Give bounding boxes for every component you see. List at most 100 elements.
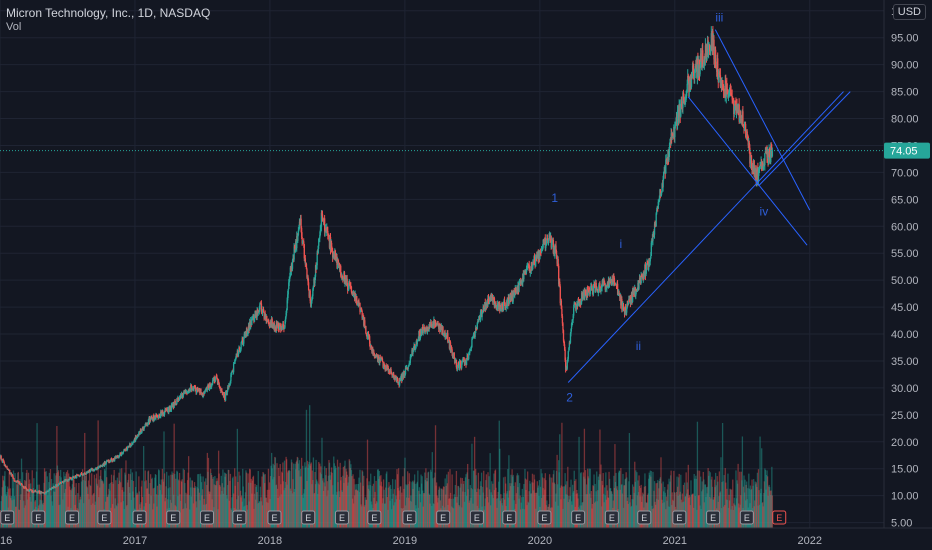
volume-bar <box>584 470 587 528</box>
volume-bar <box>770 490 772 528</box>
volume-bar <box>264 474 266 528</box>
y-tick-label: 5.00 <box>891 518 912 530</box>
y-tick-label: 50.00 <box>891 275 919 287</box>
candle-body <box>36 491 38 493</box>
last-price-tag <box>884 142 930 159</box>
volume-bar <box>104 470 106 528</box>
volume-bar <box>234 485 236 528</box>
candle-body <box>304 258 307 265</box>
volume-bar <box>653 481 656 528</box>
candle-body <box>437 323 439 326</box>
volume-bar <box>526 505 528 528</box>
volume-bar <box>686 482 688 528</box>
candle-body <box>136 437 138 440</box>
earnings-marker-label: E <box>641 513 647 523</box>
y-tick-label: 55.00 <box>891 248 919 260</box>
volume-bar <box>733 497 736 528</box>
volume-bar <box>435 485 437 528</box>
candle-body <box>767 162 770 165</box>
volume-bar <box>178 480 180 528</box>
volume-bar <box>734 504 736 528</box>
volume-bar <box>416 483 418 528</box>
volume-bar <box>276 488 279 528</box>
volume-bar <box>397 488 399 528</box>
candle-body <box>79 474 82 476</box>
volume-bar <box>261 476 263 528</box>
volume-bar <box>604 487 606 528</box>
volume-bar <box>204 481 206 528</box>
candle-body <box>138 432 140 437</box>
volume-bar <box>616 486 618 528</box>
candle-body <box>287 289 289 295</box>
candle-body <box>653 223 656 235</box>
volume-bar <box>695 475 697 528</box>
volume-bar <box>693 473 695 528</box>
volume-bar <box>234 468 236 528</box>
volume-bar <box>385 487 387 528</box>
volume-bar <box>767 486 770 528</box>
volume-bar <box>51 501 53 528</box>
volume-bar <box>13 496 16 528</box>
volume-bar <box>337 482 339 528</box>
volume-bar <box>524 478 527 528</box>
volume-bar <box>102 483 105 528</box>
volume-bar <box>114 498 116 528</box>
volume-bar <box>488 476 490 528</box>
candle-body <box>306 269 308 278</box>
y-tick-label: 60.00 <box>891 221 919 233</box>
volume-bar <box>58 505 60 528</box>
volume-bar <box>414 483 416 528</box>
volume-bar <box>66 470 69 528</box>
volume-bar <box>161 468 164 528</box>
volume-bar <box>319 472 322 528</box>
candle-body <box>511 293 513 302</box>
candle-body <box>621 305 624 310</box>
volume-bar <box>24 480 26 528</box>
volume-bar <box>177 479 180 528</box>
x-tick-label: 2016 <box>0 535 12 547</box>
volume-bar <box>420 483 423 528</box>
volume-bar <box>615 472 617 528</box>
candle-body <box>297 234 299 241</box>
volume-bar <box>430 469 432 528</box>
candle-body <box>593 283 596 288</box>
volume-bar <box>26 469 28 528</box>
volume-bar <box>690 494 693 528</box>
volume-bar <box>713 479 716 528</box>
candle-body <box>718 74 720 83</box>
volume-bar <box>16 485 18 528</box>
candle-body <box>493 298 496 307</box>
volume-bar <box>81 475 83 528</box>
earnings-marker-label: E <box>305 513 311 523</box>
earnings-marker <box>739 510 754 525</box>
volume-bar <box>350 464 352 528</box>
volume-bar <box>763 492 765 528</box>
volume-bar <box>444 478 446 528</box>
volume-bar <box>428 494 431 528</box>
candle-body <box>671 134 673 138</box>
volume-bar <box>584 478 586 528</box>
candle-body <box>346 278 348 284</box>
volume-bar <box>315 479 318 528</box>
volume-bar <box>567 466 569 528</box>
volume-bar <box>154 473 157 528</box>
volume-bar <box>727 473 729 528</box>
volume-bar <box>348 459 350 528</box>
volume-bar <box>741 436 744 528</box>
candle-body <box>32 492 34 494</box>
currency-button[interactable]: USD <box>892 4 926 20</box>
volume-bar <box>598 480 600 528</box>
candle-body <box>334 250 337 261</box>
candle-body <box>410 355 413 357</box>
volume-bar <box>227 469 229 528</box>
volume-bar <box>140 486 143 528</box>
volume-bar <box>71 488 73 528</box>
volume-bar <box>574 480 576 528</box>
volume-bar <box>422 490 424 528</box>
volume-bar <box>282 481 285 528</box>
volume-bar <box>360 506 363 528</box>
volume-bar <box>36 484 39 528</box>
volume-bar <box>721 482 723 528</box>
volume-bar <box>96 485 99 528</box>
